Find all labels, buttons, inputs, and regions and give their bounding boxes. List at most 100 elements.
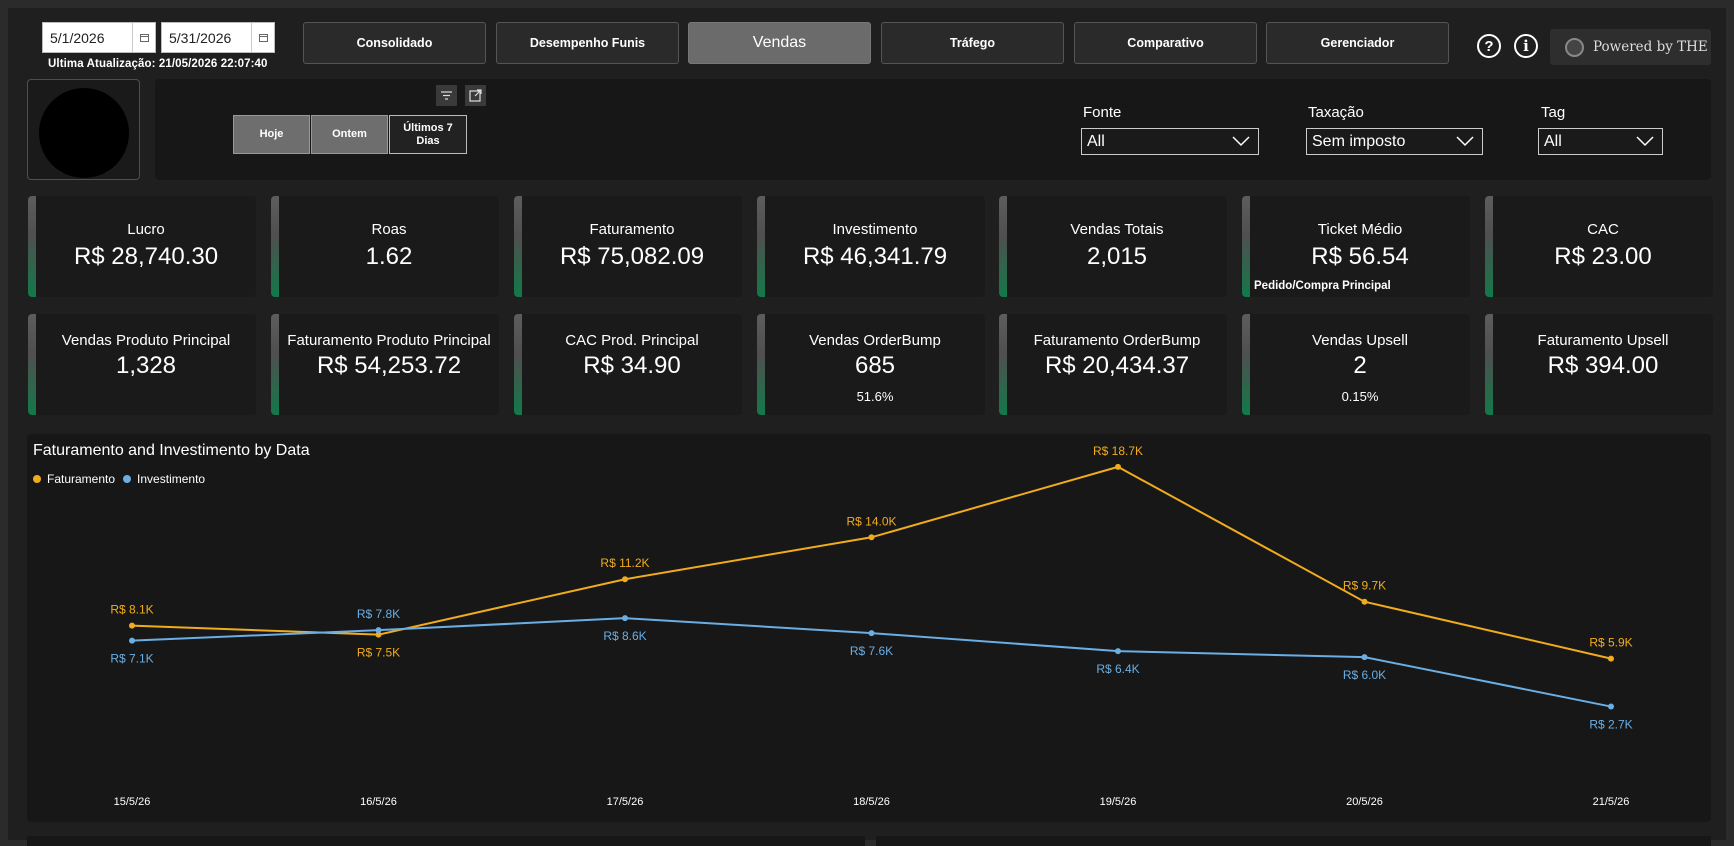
tab-gerenciador[interactable]: Gerenciador [1266, 22, 1449, 64]
kpi-title: Lucro [127, 221, 165, 238]
tab-trafego[interactable]: Tráfego [881, 22, 1064, 64]
data-point-faturamento[interactable] [868, 534, 875, 541]
data-point-faturamento[interactable] [622, 576, 628, 583]
kpi-faturamento: Faturamento R$ 75,082.09 [514, 196, 742, 297]
tab-comparativo[interactable]: Comparativo [1074, 22, 1257, 64]
data-point-investimento[interactable] [129, 637, 135, 644]
chevron-down-icon [1456, 136, 1474, 147]
tag-label: Tag [1541, 104, 1566, 121]
filter-icon[interactable] [436, 85, 457, 106]
data-label-investimento: R$ 7.1K [110, 652, 153, 666]
start-date-picker[interactable]: 5/1/2026 [42, 22, 156, 53]
kpi-sub-value: 51.6% [856, 389, 894, 404]
legend-label-faturamento: Faturamento [47, 472, 116, 486]
avatar-panel [27, 79, 140, 180]
x-tick-label: 18/5/26 [853, 796, 890, 808]
brand-logo-icon [1565, 37, 1584, 57]
calendar-icon[interactable] [132, 23, 155, 52]
data-point-investimento[interactable] [375, 627, 382, 634]
info-icon[interactable]: i [1514, 34, 1538, 58]
taxacao-label: Taxação [1308, 104, 1364, 121]
taxacao-select[interactable]: Sem imposto [1306, 128, 1483, 155]
tab-vendas[interactable]: Vendas [688, 22, 871, 64]
data-point-investimento[interactable] [1361, 654, 1368, 661]
kpi-title: Faturamento OrderBump [1033, 332, 1201, 349]
kpi-value: R$ 394.00 [1547, 352, 1659, 379]
kpi-accent-bar [1485, 196, 1493, 297]
data-point-faturamento[interactable] [1361, 598, 1368, 605]
kpi-accent-bar [514, 314, 522, 415]
tag-select[interactable]: All [1538, 128, 1663, 155]
hoje-button[interactable]: Hoje [233, 115, 310, 154]
avatar [39, 88, 129, 178]
legend-dot-investimento [123, 475, 132, 483]
kpi-accent-bar [28, 196, 36, 297]
data-label-faturamento: R$ 5.9K [1589, 636, 1632, 650]
data-point-investimento[interactable] [622, 615, 628, 622]
fonte-value: All [1087, 132, 1105, 150]
data-point-faturamento[interactable] [1115, 463, 1121, 470]
data-label-faturamento: R$ 14.0K [846, 514, 896, 528]
data-point-faturamento[interactable] [375, 631, 382, 638]
powered-by-text: Powered by THE [1593, 39, 1708, 55]
kpi-accent-bar [999, 196, 1007, 297]
data-label-investimento: R$ 7.6K [850, 644, 893, 658]
kpi-accent-bar [1242, 196, 1250, 297]
ultimos-7-dias-line1: Últimos 7 [403, 121, 453, 134]
kpi-title: Roas [371, 221, 407, 238]
bottom-panel-left [27, 836, 865, 846]
fonte-select[interactable]: All [1081, 128, 1259, 155]
chart-title: Faturamento and Investimento by Data [33, 442, 310, 459]
chevron-down-icon [1232, 136, 1250, 147]
kpi-vendas-totais: Vendas Totais 2,015 [999, 196, 1227, 297]
bottom-panel-right [876, 836, 1711, 846]
tab-consolidado[interactable]: Consolidado [303, 22, 486, 64]
kpi-vendas-upsell: Vendas Upsell 2 0.15% [1242, 314, 1470, 415]
kpi-title: CAC [1587, 221, 1619, 238]
kpi-faturamento-upsell: Faturamento Upsell R$ 394.00 [1485, 314, 1713, 415]
tag-value: All [1544, 132, 1562, 150]
kpi-value: 1.62 [365, 243, 413, 270]
data-label-faturamento: R$ 9.7K [1343, 579, 1386, 593]
chart-panel [27, 434, 1711, 822]
kpi-accent-bar [271, 196, 279, 297]
data-point-investimento[interactable] [1115, 648, 1121, 655]
data-point-faturamento[interactable] [129, 622, 135, 629]
kpi-value: R$ 28,740.30 [73, 243, 219, 270]
kpi-title: Faturamento Upsell [1537, 332, 1669, 349]
kpi-lucro: Lucro R$ 28,740.30 [28, 196, 256, 297]
focus-mode-icon[interactable] [465, 85, 486, 106]
x-tick-label: 17/5/26 [607, 796, 644, 808]
tab-desempenho-funis[interactable]: Desempenho Funis [496, 22, 679, 64]
kpi-vendas-orderbump: Vendas OrderBump 685 51.6% [757, 314, 985, 415]
data-label-faturamento: R$ 8.1K [110, 603, 153, 617]
start-date-value: 5/1/2026 [50, 29, 105, 46]
ultimos-7-dias-button[interactable]: Últimos 7 Dias [389, 115, 467, 154]
kpi-title: Investimento [832, 221, 918, 238]
data-label-faturamento: R$ 11.2K [600, 556, 649, 570]
kpi-cac: CAC R$ 23.00 [1485, 196, 1713, 297]
help-icon[interactable]: ? [1477, 34, 1501, 58]
kpi-title: Faturamento Produto Principal [287, 332, 491, 349]
kpi-faturamento-produto-principal: Faturamento Produto Principal R$ 54,253.… [271, 314, 499, 415]
calendar-icon[interactable] [251, 23, 274, 52]
kpi-accent-bar [999, 314, 1007, 415]
ontem-button[interactable]: Ontem [311, 115, 388, 154]
data-point-investimento[interactable] [868, 630, 875, 637]
kpi-roas: Roas 1.62 [271, 196, 499, 297]
kpi-title: Faturamento [589, 221, 675, 238]
kpi-value: 2,015 [1086, 243, 1148, 270]
data-point-investimento[interactable] [1608, 703, 1614, 710]
kpi-faturamento-orderbump: Faturamento OrderBump R$ 20,434.37 [999, 314, 1227, 415]
end-date-picker[interactable]: 5/31/2026 [161, 22, 275, 53]
x-tick-label: 19/5/26 [1100, 796, 1137, 808]
kpi-value: 1,328 [115, 352, 177, 379]
data-point-faturamento[interactable] [1608, 655, 1614, 662]
legend-dot-faturamento [33, 475, 41, 483]
series-line-faturamento [131, 465, 1612, 660]
kpi-title: Vendas Produto Principal [61, 332, 231, 349]
data-label-investimento: R$ 6.4K [1096, 662, 1139, 676]
end-date-value: 5/31/2026 [169, 29, 232, 46]
kpi-value: 685 [854, 352, 896, 379]
